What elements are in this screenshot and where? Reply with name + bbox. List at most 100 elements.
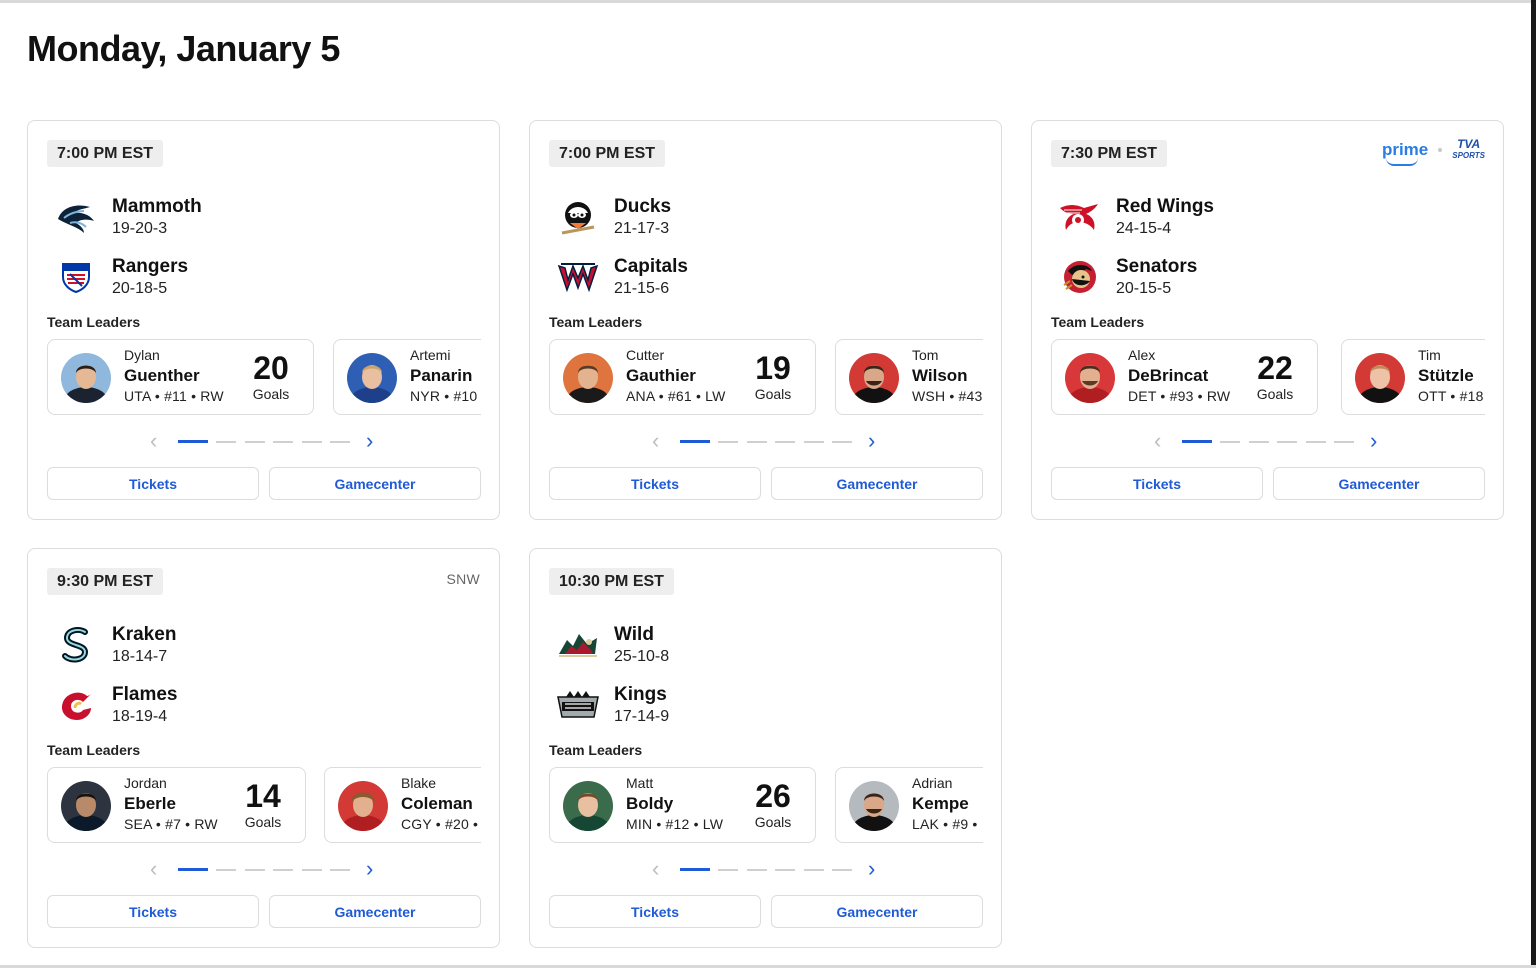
gamecenter-button[interactable]: Gamecenter [269, 895, 481, 928]
pager-dot[interactable] [718, 869, 738, 871]
team-record: 20-18-5 [112, 279, 168, 297]
tickets-button[interactable]: Tickets [549, 467, 761, 500]
pager-dot[interactable] [1334, 441, 1354, 443]
game-card: 7:30 PM EST prime TVA SPORTS Red Wings 24… [1031, 120, 1504, 520]
home-team[interactable]: Senators 20-15-5 [1058, 255, 1197, 299]
player-last-name: DeBrincat [1128, 366, 1209, 385]
pager-dot[interactable] [775, 869, 795, 871]
stat-unit: Goals [1256, 386, 1294, 402]
leader-card[interactable]: Adrian Kempe LAK • #9 • [835, 767, 983, 843]
team-record: 17-14-9 [614, 707, 670, 725]
gamecenter-button[interactable]: Gamecenter [1273, 467, 1485, 500]
pager-dot-active[interactable] [680, 440, 710, 443]
home-team[interactable]: Flames 18-19-4 [54, 683, 177, 727]
tickets-button[interactable]: Tickets [1051, 467, 1263, 500]
pager-dot-active[interactable] [1182, 440, 1212, 443]
gamecenter-button[interactable]: Gamecenter [771, 895, 983, 928]
player-last-name: Panarin [410, 366, 473, 385]
pager-dot-active[interactable] [178, 440, 208, 443]
chevron-right-icon[interactable]: › [366, 856, 374, 881]
leader-card[interactable]: Tim Stützle OTT • #18 [1341, 339, 1485, 415]
player-first-name: Dylan [124, 347, 160, 363]
chevron-left-icon[interactable]: ‹ [150, 428, 158, 453]
game-card: 9:30 PM EST SNW Kraken 18-14-7 Flames 18… [27, 548, 500, 948]
tickets-button[interactable]: Tickets [549, 895, 761, 928]
leader-card[interactable]: Jordan Eberle SEA • #7 • RW 14 Goals [47, 767, 306, 843]
chevron-left-icon[interactable]: ‹ [150, 856, 158, 881]
tickets-button[interactable]: Tickets [47, 895, 259, 928]
home-team[interactable]: Capitals 21-15-6 [556, 255, 688, 299]
pager-dot-active[interactable] [178, 868, 208, 871]
chevron-right-icon[interactable]: › [366, 428, 374, 453]
pager-dot[interactable] [832, 869, 852, 871]
player-meta: NYR • #10 [410, 388, 478, 404]
tva-sports-logo: TVA SPORTS [1452, 137, 1485, 160]
ducks-logo-icon [556, 195, 600, 239]
pager-dot[interactable] [245, 869, 265, 871]
player-last-name: Eberle [124, 794, 176, 813]
pager-dot[interactable] [1249, 441, 1269, 443]
leader-card[interactable]: Cutter Gauthier ANA • #61 • LW 19 Goals [549, 339, 816, 415]
leader-card[interactable]: Tom Wilson WSH • #43 [835, 339, 983, 415]
separator-dot [1438, 148, 1443, 152]
leader-card[interactable]: Artemi Panarin NYR • #10 [333, 339, 481, 415]
team-record: 21-17-3 [614, 219, 670, 237]
away-team[interactable]: Red Wings 24-15-4 [1058, 195, 1214, 239]
tickets-button[interactable]: Tickets [47, 467, 259, 500]
pager-dot[interactable] [273, 441, 293, 443]
pager-dot[interactable] [832, 441, 852, 443]
team-name: Wild [614, 623, 654, 645]
pager-dot[interactable] [216, 869, 236, 871]
player-last-name: Boldy [626, 794, 674, 813]
chevron-left-icon[interactable]: ‹ [652, 856, 660, 881]
chevron-right-icon[interactable]: › [1370, 428, 1378, 453]
pager-dot[interactable] [1220, 441, 1240, 443]
team-name: Capitals [614, 255, 688, 277]
home-team[interactable]: Rangers 20-18-5 [54, 255, 188, 299]
pager-dot[interactable] [302, 869, 322, 871]
pager-dot[interactable] [718, 441, 738, 443]
pager-dot[interactable] [804, 441, 824, 443]
home-team[interactable]: Kings 17-14-9 [556, 683, 669, 727]
pager-dot[interactable] [747, 441, 767, 443]
team-leaders-carousel: Jordan Eberle SEA • #7 • RW 14 Goals Bla… [47, 767, 481, 844]
leader-card[interactable]: Dylan Guenther UTA • #11 • RW 20 Goals [47, 339, 314, 415]
gamecenter-button[interactable]: Gamecenter [269, 467, 481, 500]
chevron-right-icon[interactable]: › [868, 428, 876, 453]
pager-dot[interactable] [216, 441, 236, 443]
pager-dot-active[interactable] [680, 868, 710, 871]
leaders-pager: ‹ › [1032, 428, 1503, 454]
away-team[interactable]: Ducks 21-17-3 [556, 195, 671, 239]
chevron-left-icon[interactable]: ‹ [1154, 428, 1162, 453]
pager-dot[interactable] [1306, 441, 1326, 443]
pager-dot[interactable] [245, 441, 265, 443]
player-headshot [563, 781, 613, 831]
away-team[interactable]: Kraken 18-14-7 [54, 623, 176, 667]
team-leaders-label: Team Leaders [47, 314, 141, 330]
pager-dot[interactable] [804, 869, 824, 871]
kraken-logo-icon [54, 623, 98, 667]
chevron-left-icon[interactable]: ‹ [652, 428, 660, 453]
gamecenter-button[interactable]: Gamecenter [771, 467, 983, 500]
team-leaders-carousel: Alex DeBrincat DET • #93 • RW 22 Goals T… [1051, 339, 1485, 416]
away-team[interactable]: Mammoth 19-20-3 [54, 195, 202, 239]
top-border [0, 0, 1536, 3]
pager-dot[interactable] [273, 869, 293, 871]
window-edge [1531, 0, 1536, 968]
pager-dot[interactable] [1277, 441, 1297, 443]
leaders-pager: ‹ › [28, 428, 499, 454]
away-team[interactable]: Wild 25-10-8 [556, 623, 669, 667]
pager-dot[interactable] [747, 869, 767, 871]
pager-dot[interactable] [330, 869, 350, 871]
pager-dot[interactable] [775, 441, 795, 443]
leader-card[interactable]: Blake Coleman CGY • #20 • [324, 767, 481, 843]
player-headshot [849, 353, 899, 403]
pager-dot[interactable] [330, 441, 350, 443]
player-headshot [61, 781, 111, 831]
chevron-right-icon[interactable]: › [868, 856, 876, 881]
pager-dot[interactable] [302, 441, 322, 443]
leader-card[interactable]: Matt Boldy MIN • #12 • LW 26 Goals [549, 767, 816, 843]
kings-logo-icon [556, 683, 600, 727]
player-last-name: Wilson [912, 366, 968, 385]
leader-card[interactable]: Alex DeBrincat DET • #93 • RW 22 Goals [1051, 339, 1318, 415]
